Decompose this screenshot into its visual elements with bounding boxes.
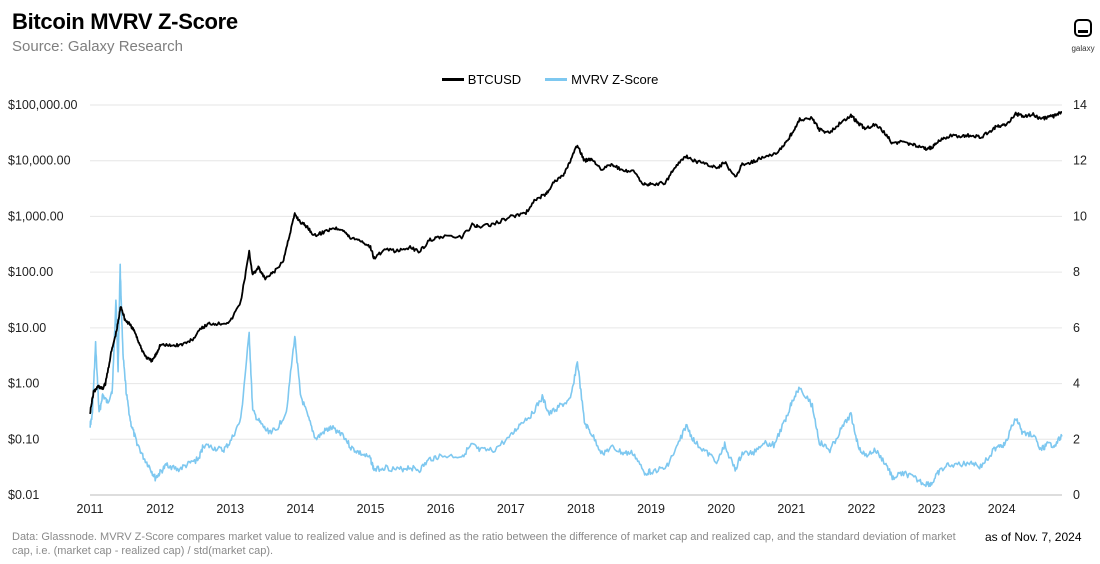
- galaxy-logo-text: galaxy: [1071, 44, 1095, 53]
- left-tick-label: $100,000.00: [8, 98, 78, 112]
- x-axis-ticks: 2011 2012 2013 2014 2015 2016 2017 2018 2019 2020…: [77, 494, 1062, 516]
- legend-item-mvrv: MVRV Z-Score: [545, 72, 658, 87]
- chart-title: Bitcoin MVRV Z-Score: [12, 9, 238, 34]
- right-tick-label: 10: [1073, 209, 1087, 223]
- legend-item-btcusd: BTCUSD: [441, 72, 522, 87]
- as-of-date: as of Nov. 7, 2024: [985, 530, 1082, 544]
- right-tick-label: 0: [1073, 488, 1080, 502]
- mvrv-series: [89, 263, 1063, 488]
- x-tick-label: 2020: [707, 502, 735, 516]
- left-tick-label: $1.00: [8, 377, 39, 391]
- right-tick-label: 14: [1073, 98, 1087, 112]
- btcusd-line: [89, 111, 1063, 415]
- right-tick-label: 4: [1073, 377, 1080, 391]
- mvrv-line: [89, 263, 1063, 488]
- x-tick-label: 2021: [777, 502, 805, 516]
- legend-label-btcusd: BTCUSD: [467, 72, 522, 87]
- left-tick-label: $100.00: [8, 265, 53, 279]
- x-tick-label: 2013: [216, 502, 244, 516]
- x-tick-label: 2018: [567, 502, 595, 516]
- left-axis-ticks: $0.01 $0.10 $1.00 $10.00 $100.00 $1,000.00 $10…: [8, 98, 78, 502]
- x-tick-label: 2023: [918, 502, 946, 516]
- right-axis-ticks: 0 2 4 6 8 10 12 14: [1073, 98, 1087, 502]
- x-tick-label: 2022: [848, 502, 876, 516]
- galaxy-logo: galaxy: [1068, 18, 1098, 53]
- chart-subtitle: Source: Galaxy Research: [12, 38, 183, 55]
- x-tick-label: 2019: [637, 502, 665, 516]
- gridlines: [90, 104, 1062, 496]
- btcusd-series: [89, 111, 1063, 415]
- left-tick-label: $10,000.00: [8, 154, 71, 168]
- chart-legend: BTCUSD MVRV Z-Score: [0, 72, 1100, 87]
- right-tick-label: 12: [1073, 154, 1087, 168]
- left-tick-label: $1,000.00: [8, 209, 64, 223]
- right-tick-label: 6: [1073, 321, 1080, 335]
- legend-label-mvrv: MVRV Z-Score: [571, 72, 659, 87]
- left-tick-label: $10.00: [8, 321, 46, 335]
- legend-swatch-btcusd: [441, 78, 464, 81]
- x-tick-label: 2014: [286, 502, 314, 516]
- right-tick-label: 2: [1073, 432, 1080, 446]
- right-tick-label: 8: [1073, 265, 1080, 279]
- x-tick-label: 2011: [77, 502, 104, 516]
- left-tick-label: $0.10: [8, 432, 39, 446]
- left-tick-label: $0.01: [8, 488, 39, 502]
- footnote: Data: Glassnode. MVRV Z-Score compares m…: [12, 531, 956, 557]
- x-tick-label: 2016: [427, 502, 455, 516]
- x-tick-label: 2017: [497, 502, 525, 516]
- galaxy-logo-icon: [1074, 19, 1092, 37]
- legend-swatch-mvrv: [545, 78, 568, 81]
- x-tick-label: 2012: [146, 502, 174, 516]
- x-tick-label: 2024: [988, 502, 1016, 516]
- x-tick-label: 2015: [357, 502, 385, 516]
